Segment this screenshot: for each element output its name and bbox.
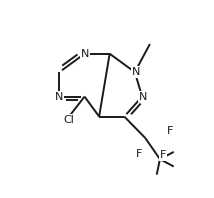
Text: N: N (139, 92, 147, 102)
Text: F: F (160, 150, 166, 160)
Text: N: N (54, 92, 63, 102)
Text: N: N (81, 49, 89, 59)
Text: F: F (166, 126, 173, 136)
Text: F: F (136, 149, 142, 159)
Text: N: N (131, 67, 140, 77)
Text: Cl: Cl (63, 115, 74, 125)
